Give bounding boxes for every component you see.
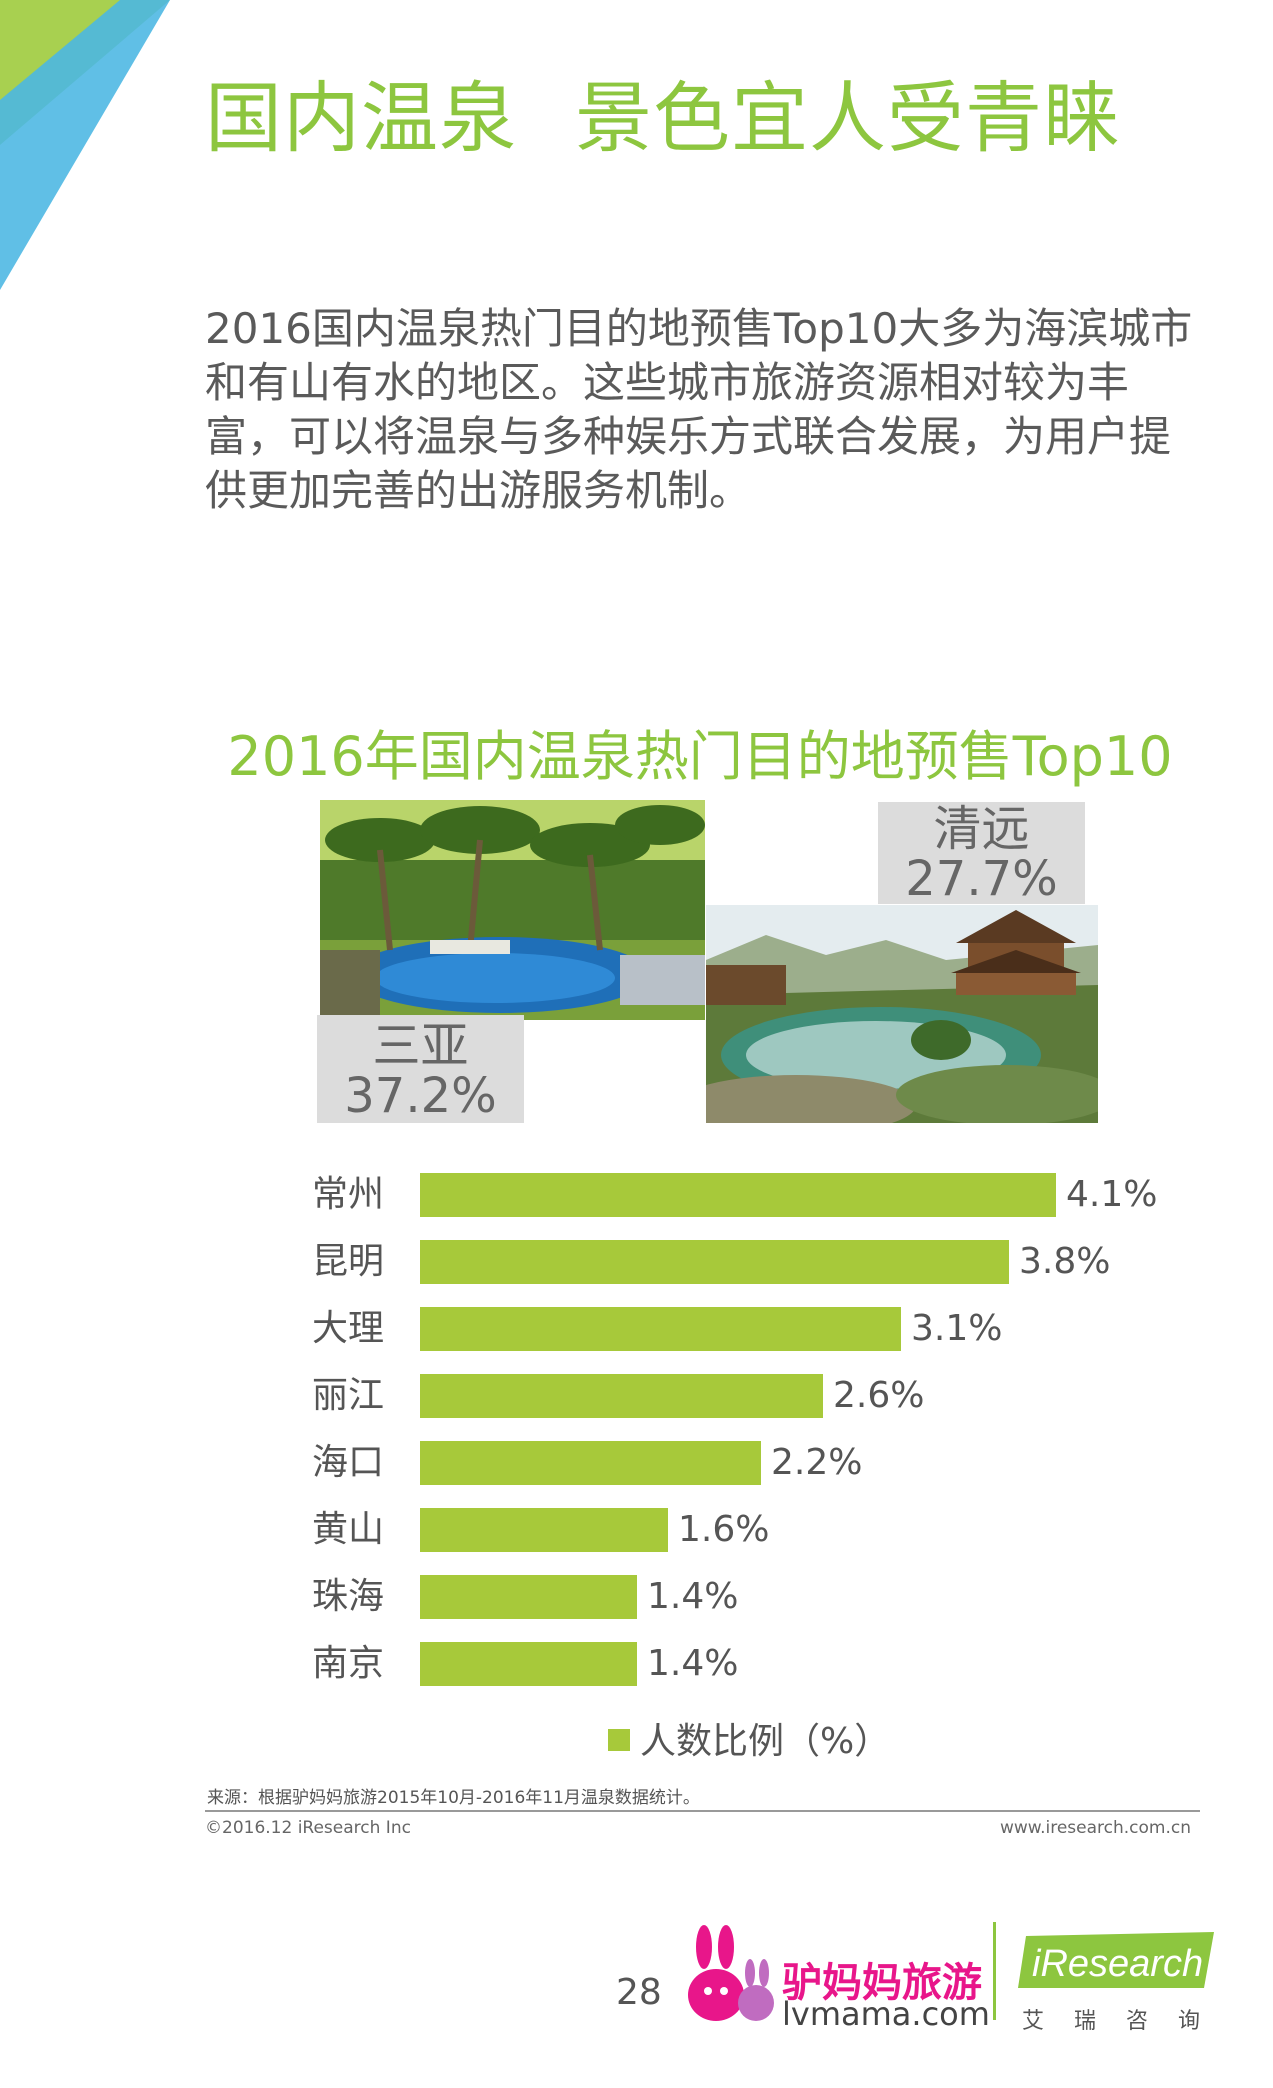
- bar-value-label: 3.1%: [911, 1308, 1003, 1349]
- bar: [420, 1508, 668, 1552]
- bar-value-label: 1.4%: [647, 1643, 739, 1684]
- bar-row: 丽江 2.6%: [0, 1374, 1273, 1418]
- legend-swatch: [608, 1729, 630, 1751]
- callout-sanya: 三亚 37.2%: [317, 1015, 524, 1123]
- chart-legend: 人数比例（%）: [608, 1712, 890, 1764]
- page-number: 28: [616, 1972, 662, 2013]
- bar-category-label: 常州: [312, 1174, 385, 1215]
- callout-sanya-value: 37.2%: [344, 1068, 497, 1124]
- bar: [420, 1374, 823, 1418]
- bar: [420, 1642, 637, 1686]
- bar: [420, 1240, 1009, 1284]
- qingyuan-photo: [706, 905, 1098, 1123]
- source-note: 来源：根据驴妈妈旅游2015年10月-2016年11月温泉数据统计。: [207, 1788, 700, 1808]
- callout-qingyuan: 清远 27.7%: [878, 802, 1085, 904]
- callout-qingyuan-value: 27.7%: [905, 851, 1058, 907]
- bar-category-label: 海口: [312, 1442, 385, 1483]
- bar-value-label: 1.4%: [647, 1576, 739, 1617]
- bar: [420, 1307, 901, 1351]
- lvmama-domain: lvmama.com: [782, 1995, 990, 2033]
- bar-value-label: 3.8%: [1019, 1241, 1111, 1282]
- page-title: 国内温泉 景色宜人受青睐: [205, 75, 1121, 164]
- bar-value-label: 2.2%: [771, 1442, 863, 1483]
- iresearch-logo: iResearch: [1018, 1932, 1214, 1988]
- title-part1: 国内温泉: [205, 75, 517, 164]
- logo-divider: [993, 1922, 996, 2020]
- bar: [420, 1173, 1056, 1217]
- bar-row: 常州 4.1%: [0, 1173, 1273, 1217]
- bar-row: 海口 2.2%: [0, 1441, 1273, 1485]
- bar-category-label: 昆明: [312, 1241, 385, 1282]
- bar-row: 大理 3.1%: [0, 1307, 1273, 1351]
- title-part2: 景色宜人受青睐: [575, 75, 1121, 164]
- bar-category-label: 黄山: [312, 1509, 385, 1550]
- bar-category-label: 珠海: [312, 1576, 385, 1617]
- bar-category-label: 丽江: [312, 1375, 385, 1416]
- lvmama-donkey-icon: [688, 1925, 774, 2021]
- bar-value-label: 2.6%: [833, 1375, 925, 1416]
- bar-row: 黄山 1.6%: [0, 1508, 1273, 1552]
- callout-qingyuan-label: 清远: [933, 801, 1030, 857]
- bar: [420, 1575, 637, 1619]
- bar-category-label: 南京: [312, 1643, 385, 1684]
- iresearch-cn: 艾瑞咨询: [1022, 2009, 1231, 2034]
- iresearch-name: iResearch: [1032, 1943, 1203, 1985]
- legend-label: 人数比例（%）: [640, 1721, 891, 1762]
- sanya-photo: [320, 800, 705, 1020]
- bar: [420, 1441, 761, 1485]
- bar-row: 珠海 1.4%: [0, 1575, 1273, 1619]
- bar-value-label: 1.6%: [678, 1509, 770, 1550]
- corner-decoration: [0, 0, 170, 290]
- website-link[interactable]: www.iresearch.com.cn: [999, 1818, 1191, 1838]
- chart-title: 2016年国内温泉热门目的地预售Top10: [227, 725, 1173, 788]
- bar-category-label: 大理: [312, 1308, 385, 1349]
- bar-row: 昆明 3.8%: [0, 1240, 1273, 1284]
- copyright: ©2016.12 iResearch Inc: [205, 1818, 411, 1838]
- lvmama-name: 驴妈妈旅游: [782, 1960, 982, 2006]
- callout-sanya-label: 三亚: [372, 1018, 469, 1074]
- footer-divider: [205, 1810, 1200, 1812]
- bar-value-label: 4.1%: [1066, 1174, 1158, 1215]
- bar-row: 南京 1.4%: [0, 1642, 1273, 1686]
- intro-paragraph: 2016国内温泉热门目的地预售Top10大多为海滨城市和有山有水的地区。这些城市…: [205, 304, 1193, 515]
